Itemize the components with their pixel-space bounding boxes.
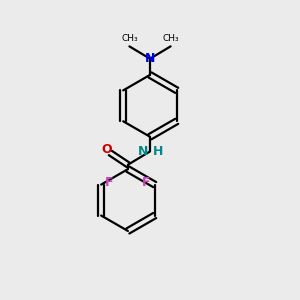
Text: F: F	[142, 176, 151, 189]
Text: CH₃: CH₃	[121, 34, 138, 43]
Text: N: N	[145, 52, 155, 65]
Text: CH₃: CH₃	[162, 34, 179, 43]
Text: O: O	[101, 143, 112, 156]
Text: H: H	[153, 145, 163, 158]
Text: N: N	[138, 145, 148, 158]
Text: F: F	[105, 176, 114, 189]
